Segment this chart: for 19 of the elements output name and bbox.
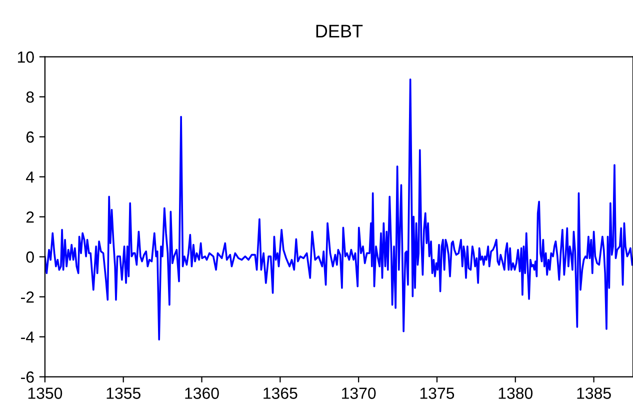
x-tick-label: 1365 (264, 388, 298, 399)
line-series (44, 78, 633, 341)
x-tick-label: 1355 (106, 388, 140, 399)
y-tick-label: 10 (18, 51, 34, 63)
y-tick-label: -4 (21, 332, 34, 343)
x-tick-label: 1375 (420, 388, 454, 399)
x-tick-label: 1370 (342, 388, 376, 399)
x-tick-label: 1360 (185, 388, 219, 399)
chart-title: DEBT (316, 24, 363, 38)
y-tick-label: 0 (26, 251, 34, 263)
y-tick-label: 2 (26, 211, 34, 223)
x-tick-label: 1380 (498, 388, 533, 399)
y-tick-label: -6 (21, 371, 34, 383)
y-tick-label: 4 (26, 172, 34, 183)
y-tick-label: 8 (26, 91, 34, 103)
x-tick-label: 1350 (28, 388, 62, 399)
x-tick-label: 1385 (577, 388, 611, 399)
y-tick-label: -2 (21, 291, 34, 303)
y-tick-label: 6 (26, 131, 34, 143)
